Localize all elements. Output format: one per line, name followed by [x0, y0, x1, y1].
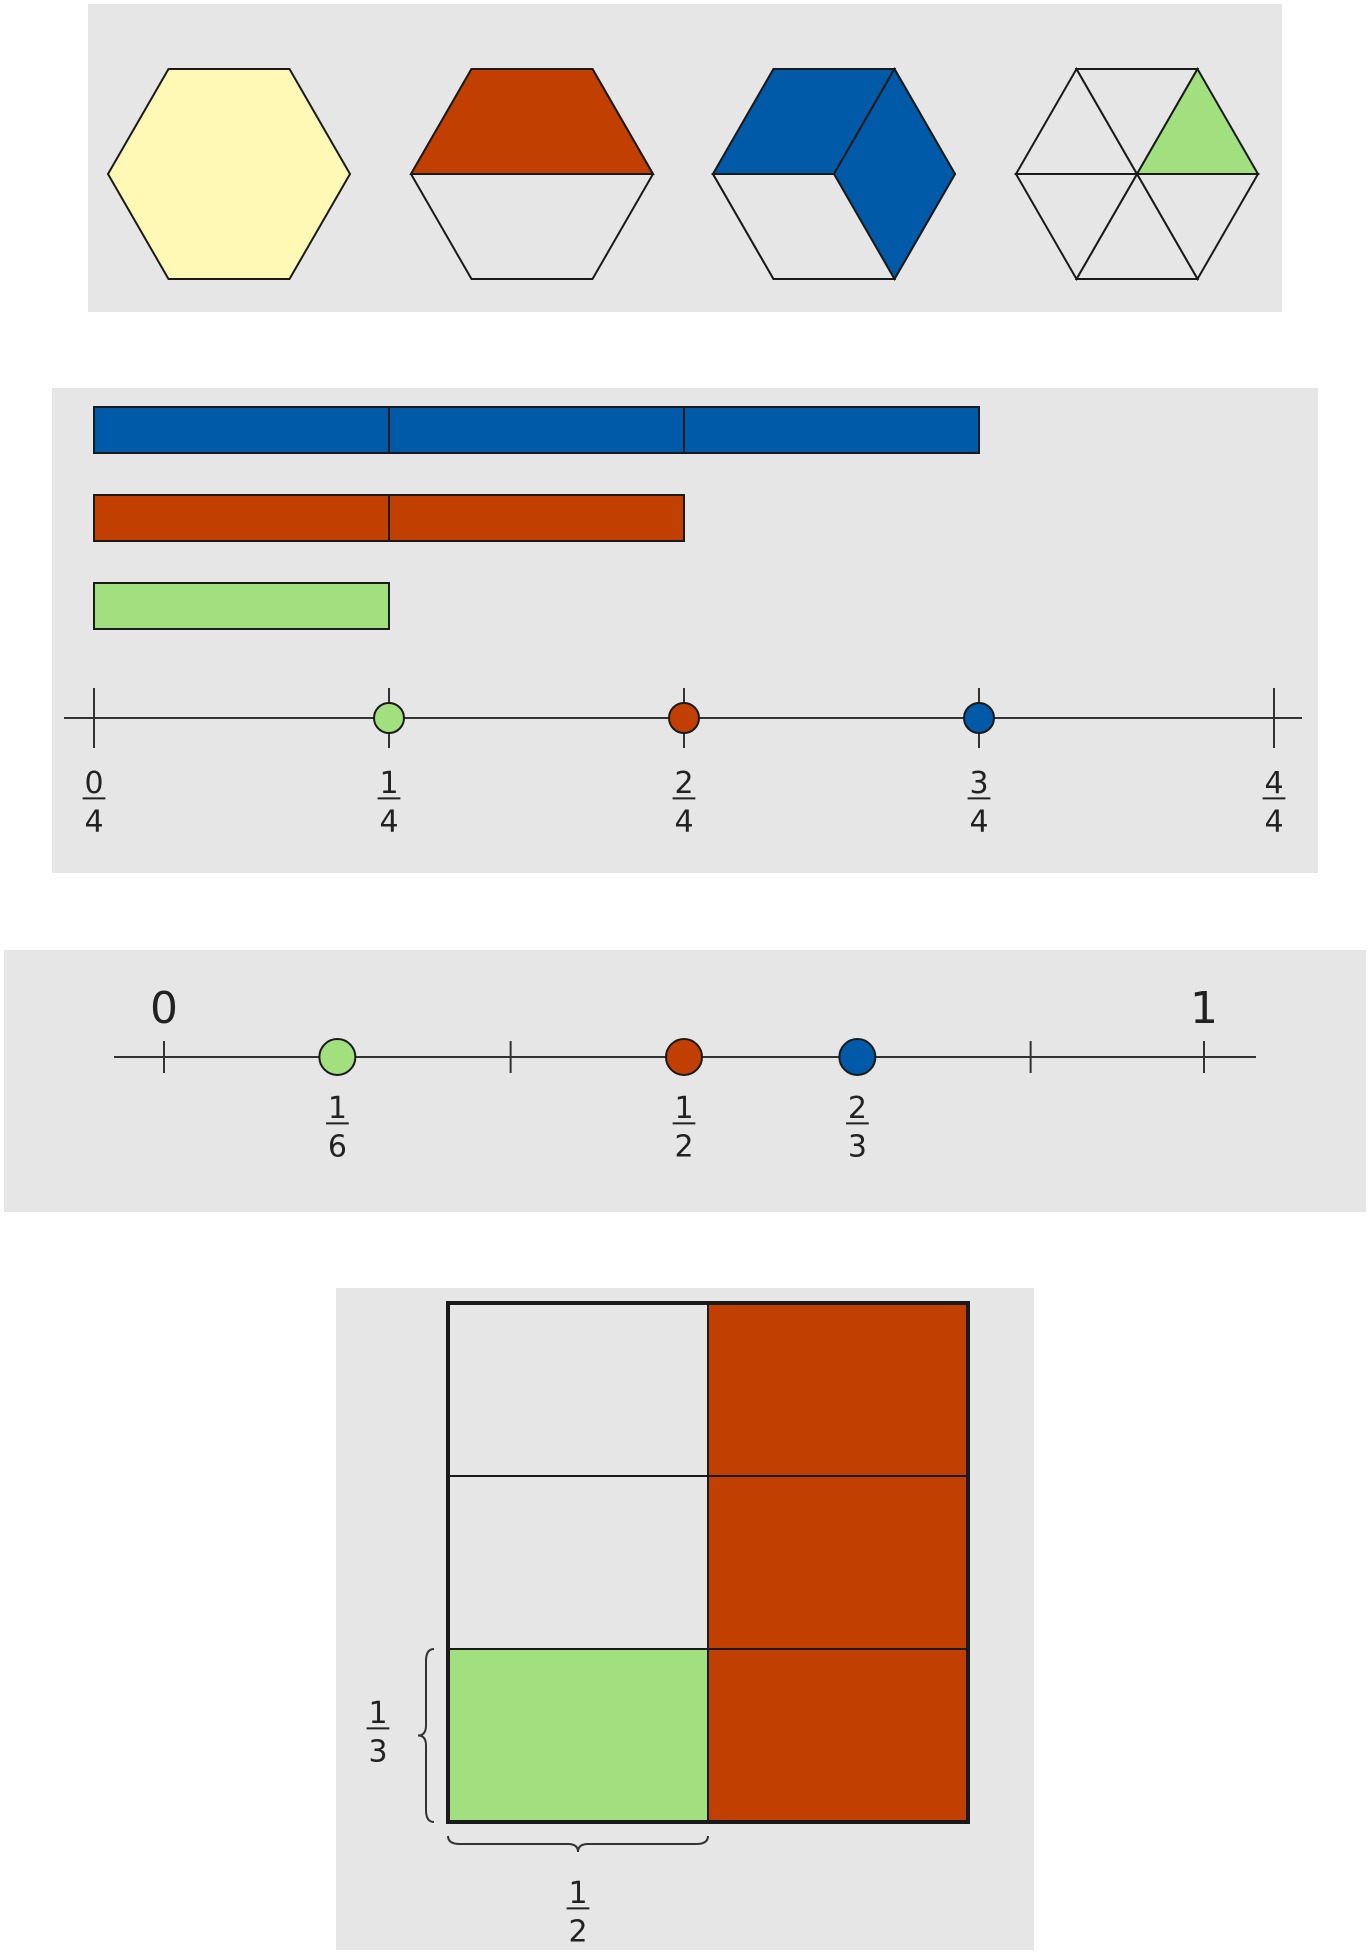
tick-label: 44 — [1262, 766, 1286, 839]
point-label-numerator: 2 — [848, 1091, 867, 1126]
tick-label-denominator: 4 — [969, 804, 988, 839]
tick-label: 24 — [672, 766, 696, 839]
tick-label-denominator: 4 — [379, 804, 398, 839]
tick-label-numerator: 3 — [969, 766, 988, 801]
tick-label: 14 — [377, 766, 401, 839]
one-sixth-hexagon — [1014, 66, 1260, 282]
bar-segment — [683, 406, 980, 454]
tick-label: 04 — [82, 766, 106, 839]
tick-label-numerator: 1 — [379, 766, 398, 801]
one-quarter-bar — [93, 582, 390, 630]
tick-label-numerator: 2 — [674, 766, 693, 801]
number-line-point — [665, 1038, 703, 1076]
rhombus-bottom — [711, 173, 897, 280]
hexagon-whole — [106, 68, 352, 280]
bar-segment — [93, 582, 390, 630]
column-brace-label-denominator: 2 — [568, 1914, 587, 1949]
whole-hexagon — [106, 68, 352, 280]
row-brace-label: 13 — [366, 1696, 390, 1769]
tick-label-numerator: 0 — [84, 766, 103, 801]
point-label-numerator: 1 — [328, 1091, 347, 1126]
point-label-denominator: 3 — [848, 1129, 867, 1164]
trapezoid-filled — [409, 68, 655, 175]
column-brace-label-numerator: 1 — [568, 1876, 587, 1911]
number-line-point — [318, 1038, 357, 1076]
number-line-point — [668, 702, 700, 734]
point-label: 23 — [845, 1091, 869, 1164]
row-brace — [417, 1648, 435, 1823]
number-line-point — [838, 1038, 877, 1076]
tick-label: 34 — [967, 766, 991, 839]
area-cell — [447, 1302, 709, 1477]
hexagon-models — [106, 66, 1260, 282]
three-quarters-bar — [93, 406, 980, 454]
column-brace-label: 12 — [566, 1876, 590, 1949]
label-zero: 0 — [150, 983, 178, 1034]
two-quarters-bar — [93, 494, 685, 542]
triangle-empty — [1014, 173, 1139, 282]
hexagon-models-panel — [88, 4, 1282, 312]
label-one: 1 — [1190, 983, 1218, 1034]
two-thirds-hexagon — [711, 66, 957, 282]
point-label-denominator: 2 — [674, 1129, 693, 1164]
bar-segment — [388, 406, 685, 454]
tick-label-denominator: 4 — [1264, 804, 1283, 839]
row-brace-label-denominator: 3 — [368, 1734, 387, 1769]
tick-label-denominator: 4 — [674, 804, 693, 839]
point-label-denominator: 6 — [328, 1129, 347, 1164]
row-brace-label-numerator: 1 — [368, 1696, 387, 1731]
area-cell — [447, 1475, 709, 1650]
half-hexagon — [409, 68, 655, 280]
area-cell — [707, 1648, 969, 1823]
point-label-numerator: 1 — [674, 1091, 693, 1126]
area-outline — [446, 1301, 970, 1824]
number-line-point — [373, 702, 405, 734]
point-label: 16 — [325, 1091, 349, 1164]
tick-label-denominator: 4 — [84, 804, 103, 839]
column-brace — [447, 1835, 709, 1853]
area-cell — [447, 1648, 709, 1823]
bar-segment — [93, 406, 390, 454]
point-label: 12 — [672, 1091, 696, 1164]
tick-label-numerator: 4 — [1264, 766, 1283, 801]
number-line-point — [963, 702, 995, 734]
bar-segment — [388, 494, 685, 542]
bar-segment — [93, 494, 390, 542]
area-cell — [707, 1302, 969, 1477]
area-cell — [707, 1475, 969, 1650]
